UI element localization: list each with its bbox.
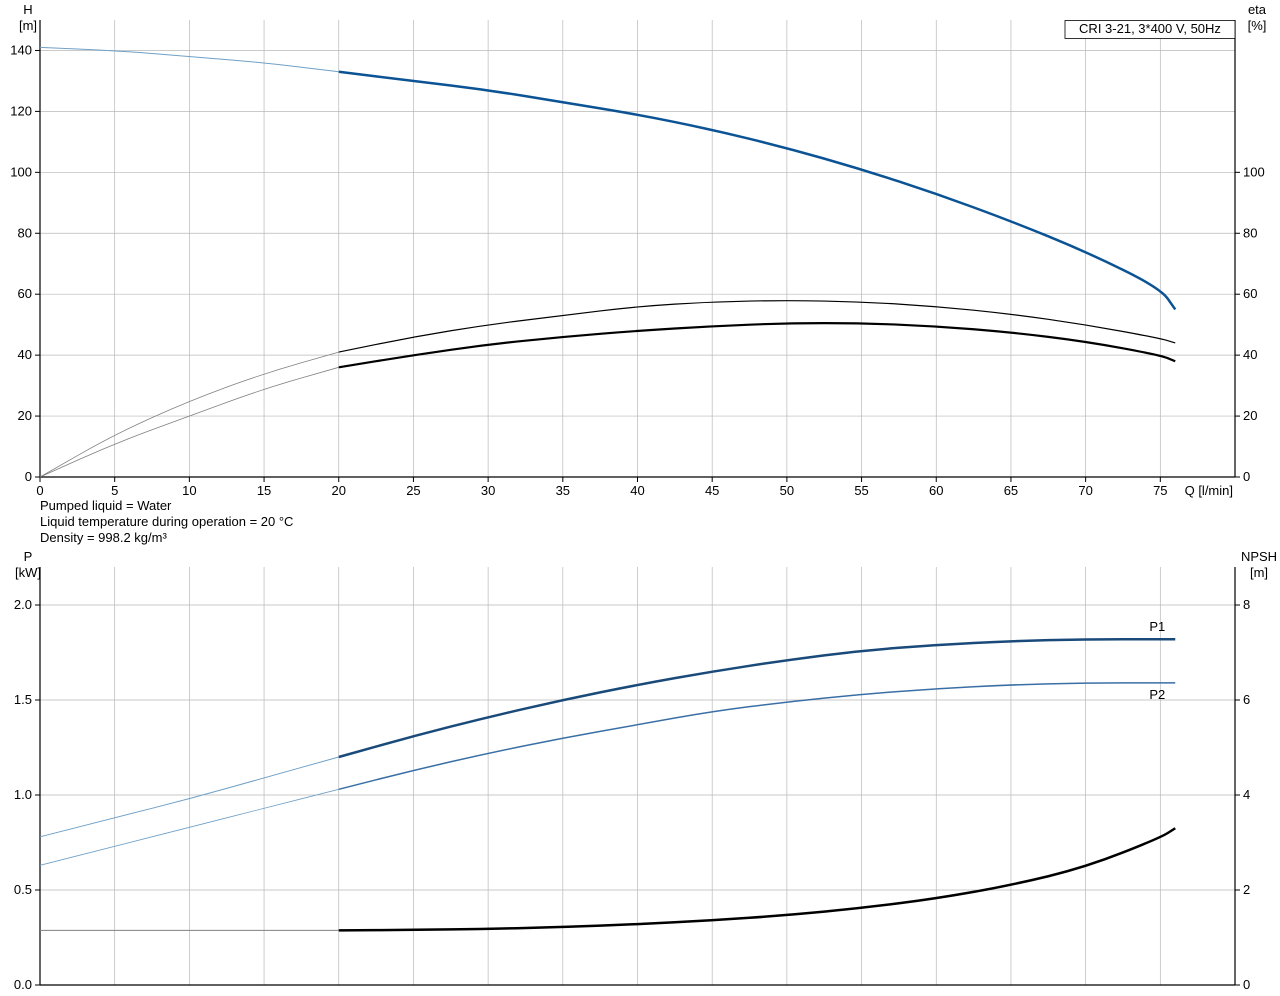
x-tick-label: 60 xyxy=(929,483,943,498)
x-tick-label: 55 xyxy=(854,483,868,498)
x-tick-label: 35 xyxy=(556,483,570,498)
x-tick-label: 30 xyxy=(481,483,495,498)
info-block: Pumped liquid = WaterLiquid temperature … xyxy=(40,498,293,545)
x-tick-label: 10 xyxy=(182,483,196,498)
y-right-tick: 6 xyxy=(1243,692,1250,707)
y-right-tick: 100 xyxy=(1243,164,1265,179)
p1-label: P1 xyxy=(1149,619,1165,634)
y-right-tick: 2 xyxy=(1243,882,1250,897)
x-tick-label: 20 xyxy=(332,483,346,498)
y-left-unit: [kW] xyxy=(15,565,41,580)
p2-label: P2 xyxy=(1149,687,1165,702)
y-left-tick: 40 xyxy=(18,347,32,362)
top-chart: 0 5 10 15 20 25 30 35 40 45 50 55 60 65 70 75 Q [l/min] 0… xyxy=(10,2,1267,498)
y-right-label: NPSH xyxy=(1241,549,1277,564)
info-line: Pumped liquid = Water xyxy=(40,498,172,513)
x-axis-label: Q [l/min] xyxy=(1185,483,1233,498)
x-tick-label: 15 xyxy=(257,483,271,498)
y-left-unit: [m] xyxy=(19,18,37,33)
y-left-label: P xyxy=(24,549,33,564)
y-left-tick: 1.5 xyxy=(14,692,32,707)
x-tick-label: 25 xyxy=(406,483,420,498)
y-left-tick: 80 xyxy=(18,225,32,240)
y-right-unit: [m] xyxy=(1250,565,1268,580)
y-left-tick: 100 xyxy=(10,164,32,179)
y-right-tick: 80 xyxy=(1243,225,1257,240)
chart-title: CRI 3-21, 3*400 V, 50Hz xyxy=(1079,21,1221,36)
info-line: Liquid temperature during operation = 20… xyxy=(40,514,293,529)
y-right-tick: 0 xyxy=(1243,977,1250,992)
y-left-tick: 1.0 xyxy=(14,787,32,802)
y-right-tick: 20 xyxy=(1243,408,1257,423)
y-right-tick: 40 xyxy=(1243,347,1257,362)
y-right-label: eta xyxy=(1248,2,1267,17)
pump-curve-page: 051015202530354045505560657075Q [l/min]0… xyxy=(0,0,1280,996)
y-left-tick: 60 xyxy=(18,286,32,301)
y-right-tick: 0 xyxy=(1243,469,1250,484)
chart-title-box: CRI 3-21, 3*400 V, 50Hz xyxy=(1065,21,1235,39)
y-right-tick: 8 xyxy=(1243,597,1250,612)
info-line: Density = 998.2 kg/m³ xyxy=(40,530,167,545)
x-tick-label: 40 xyxy=(630,483,644,498)
x-tick-label: 45 xyxy=(705,483,719,498)
y-left-tick: 0.5 xyxy=(14,882,32,897)
y-right-unit: [%] xyxy=(1248,18,1267,33)
x-tick-label: 75 xyxy=(1153,483,1167,498)
y-left-tick: 0 xyxy=(25,469,32,484)
x-tick-label: 5 xyxy=(111,483,118,498)
y-right-tick: 60 xyxy=(1243,286,1257,301)
y-left-label: H xyxy=(23,2,32,17)
x-tick-label: 50 xyxy=(780,483,794,498)
y-left-tick: 20 xyxy=(18,408,32,423)
x-tick-label: 70 xyxy=(1078,483,1092,498)
x-tick-label: 0 xyxy=(36,483,43,498)
y-left-tick: 0.0 xyxy=(14,977,32,992)
y-left-tick: 2.0 xyxy=(14,597,32,612)
bottom-chart: 0.0 0.5 1.0 1.5 2.0 P[kW] 0 2 4 6 8 NPSH[m] P1 P2 xyxy=(14,549,1277,992)
y-left-tick: 140 xyxy=(10,42,32,57)
y-right-tick: 4 xyxy=(1243,787,1250,802)
chart-svg: 051015202530354045505560657075Q [l/min]0… xyxy=(0,0,1280,996)
x-tick-label: 65 xyxy=(1004,483,1018,498)
y-left-tick: 120 xyxy=(10,103,32,118)
